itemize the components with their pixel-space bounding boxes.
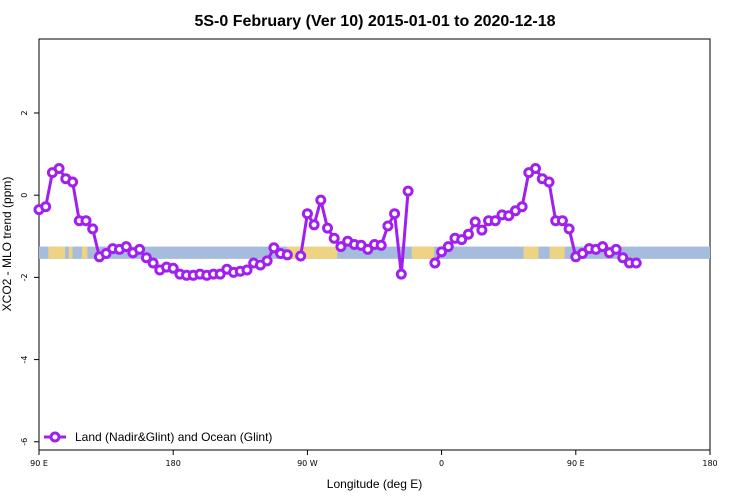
x-tick-label: 180 [166, 459, 181, 468]
data-point [362, 243, 374, 255]
land-band-patch [549, 246, 565, 259]
legend: Land (Nadir&Glint) and Ocean (Glint) [44, 430, 272, 444]
x-axis-label: Longitude (deg E) [327, 477, 422, 491]
data-point [436, 246, 448, 258]
data-point [261, 255, 273, 267]
data-point [577, 248, 588, 259]
legend-marker-swatch [49, 431, 61, 443]
data-point [241, 264, 253, 276]
data-point [147, 257, 159, 269]
data-point [530, 163, 541, 174]
x-tick-label: 90 E [567, 459, 585, 468]
x-tick-label: 90 W [297, 459, 318, 468]
data-point [80, 215, 92, 227]
data-point [395, 268, 407, 280]
data-point [389, 208, 401, 220]
data-point [67, 176, 79, 188]
x-tick-label: 90 E [30, 459, 48, 468]
y-tick-label: 0 [20, 193, 29, 198]
data-point [617, 252, 629, 264]
data-point [268, 242, 280, 254]
map-band [39, 246, 710, 259]
data-point [456, 234, 468, 246]
data-point [630, 257, 642, 269]
land-band-patch [68, 246, 73, 259]
legend-entry-label: Land (Nadir&Glint) and Ocean (Glint) [75, 430, 272, 444]
data-point [87, 223, 99, 235]
land-band-patch [523, 246, 539, 259]
plot-frame [38, 38, 711, 451]
data-point [281, 249, 293, 261]
data-point [563, 223, 575, 235]
data-point [315, 194, 327, 206]
y-tick-label: -2 [20, 273, 29, 281]
data-point [442, 241, 454, 253]
data-point [402, 185, 414, 197]
data-point [140, 252, 152, 264]
data-point [40, 201, 52, 213]
land-band-patch [81, 246, 88, 259]
land-band-patch [48, 246, 66, 259]
data-point [489, 215, 501, 227]
land-band-patch [411, 246, 435, 259]
data-point [597, 241, 609, 253]
data-point [382, 220, 394, 232]
chart-title: 5S-0 February (Ver 10) 2015-01-01 to 202… [194, 13, 555, 30]
data-point [167, 262, 179, 274]
data-point [328, 232, 340, 244]
data-point [476, 224, 488, 236]
y-tick-label: -6 [20, 438, 29, 446]
data-point [503, 210, 515, 222]
y-axis-label: XCO2 - MLO trend (ppm) [0, 177, 14, 312]
data-point [322, 222, 333, 234]
ocean-band [39, 246, 710, 259]
data-point [134, 243, 146, 255]
data-point [516, 201, 528, 213]
data-point [375, 239, 387, 251]
data-point [214, 268, 226, 280]
data-point [610, 243, 622, 255]
data-point [543, 176, 555, 188]
data-point [295, 250, 307, 262]
data-point [556, 215, 568, 227]
y-tick-label: -4 [20, 356, 29, 364]
data-point [100, 248, 112, 259]
data-point [53, 163, 65, 174]
data-point [335, 241, 347, 253]
y-tick-label: 2 [20, 110, 29, 115]
land-band-patch [286, 246, 338, 259]
data-point [120, 241, 132, 253]
x-tick-label: 180 [702, 459, 717, 468]
data-point [462, 228, 474, 240]
series-layer [33, 163, 642, 281]
data-point [308, 219, 320, 231]
data-point [301, 208, 313, 220]
axis-ticks: 90 E 180 90 W 0 90 E 180 -6 -4 -2 0 2 [20, 110, 718, 468]
data-point [469, 216, 481, 228]
data-point [429, 257, 441, 269]
x-tick-label: 0 [439, 459, 444, 468]
